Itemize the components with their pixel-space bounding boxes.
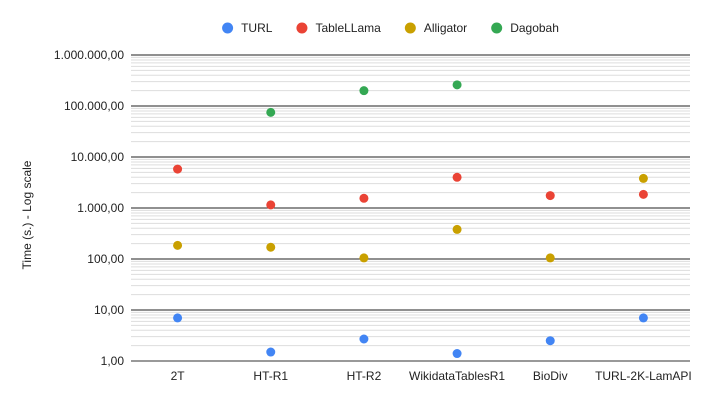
x-tick-label: HT-R2 xyxy=(347,369,382,383)
y-axis-ticks: 1,00 10,00 100,00 1.000,00 10.000,00 100.000,… xyxy=(54,48,124,368)
legend-label: Dagobah xyxy=(510,21,559,35)
point-turl xyxy=(638,313,648,323)
x-axis-ticks: 2T HT-R1 HT-R2 WikidataTablesR1 BioDiv TURL-2… xyxy=(171,369,692,383)
legend-marker xyxy=(404,22,416,34)
point-turl xyxy=(545,336,555,346)
y-tick-label: 1.000.000,00 xyxy=(54,48,124,62)
legend-marker xyxy=(491,22,503,34)
x-tick-label: 2T xyxy=(171,369,186,383)
y-tick-label: 1,00 xyxy=(101,354,125,368)
point-tablellama xyxy=(545,191,555,201)
point-turl xyxy=(266,347,276,357)
legend-marker xyxy=(222,22,234,34)
y-axis-label: Time (s.) - Log scale xyxy=(20,160,34,269)
x-tick-label: HT-R1 xyxy=(253,369,288,383)
point-turl xyxy=(173,313,183,323)
point-alligator xyxy=(452,224,462,234)
legend-item-dagobah: Dagobah xyxy=(491,21,559,35)
point-dagobah xyxy=(452,80,462,90)
point-alligator xyxy=(638,173,648,183)
y-tick-label: 10.000,00 xyxy=(71,150,125,164)
legend-item-tablellama: TableLLama xyxy=(296,21,381,35)
legend-label: Alligator xyxy=(424,21,467,35)
point-tablellama xyxy=(359,193,369,203)
legend-label: TURL xyxy=(241,21,273,35)
point-tablellama xyxy=(452,172,462,182)
legend-label: TableLLama xyxy=(315,21,381,35)
point-alligator xyxy=(359,253,369,263)
point-turl xyxy=(359,334,369,344)
legend-item-turl: TURL xyxy=(222,21,273,35)
y-tick-label: 100,00 xyxy=(87,252,124,266)
legend: TURL TableLLama Alligator Dagobah xyxy=(222,21,559,35)
legend-marker xyxy=(296,22,308,34)
point-dagobah xyxy=(266,107,276,117)
point-alligator xyxy=(545,253,555,263)
x-tick-label: TURL-2K-LamAPI xyxy=(595,369,692,383)
point-alligator xyxy=(266,242,276,252)
data-points xyxy=(173,80,648,359)
y-tick-label: 1.000,00 xyxy=(77,201,124,215)
point-dagobah xyxy=(359,86,369,96)
x-tick-label: BioDiv xyxy=(533,369,568,383)
point-tablellama xyxy=(266,200,276,210)
grid xyxy=(131,54,690,362)
point-tablellama xyxy=(173,164,183,174)
x-tick-label: WikidataTablesR1 xyxy=(409,369,505,383)
legend-item-alligator: Alligator xyxy=(404,21,467,35)
y-tick-label: 100.000,00 xyxy=(64,99,124,113)
point-turl xyxy=(452,349,462,359)
point-tablellama xyxy=(638,189,648,199)
y-tick-label: 10,00 xyxy=(94,303,124,317)
point-alligator xyxy=(173,240,183,250)
